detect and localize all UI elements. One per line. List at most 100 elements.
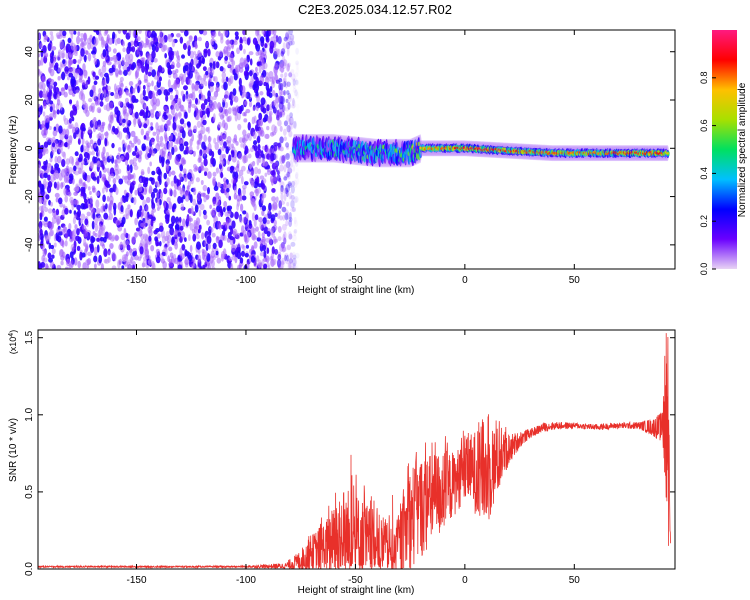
spectrogram-noise-cell <box>193 125 198 132</box>
spectrogram-noise-cell <box>218 105 222 113</box>
spectrogram-noise-cell <box>77 138 81 145</box>
spectrogram-noise-cell <box>218 111 223 118</box>
spectrogram-noise-cell <box>55 208 60 216</box>
spectrogram-noise-cell <box>144 242 148 251</box>
spectrogram-noise-cell <box>72 234 77 242</box>
spectrogram-noise-cell <box>101 121 106 127</box>
spectrogram-noise-cell <box>96 175 100 185</box>
spectrogram-noise-cell <box>154 32 157 39</box>
spectrogram-noise-cell <box>253 219 257 228</box>
spectrogram-noise-cell <box>175 78 180 86</box>
spectrogram-noise-cell <box>141 57 146 63</box>
spectrogram-noise-cell <box>148 42 152 50</box>
spectrogram-noise-cell <box>204 81 208 87</box>
spectrogram-noise-cell <box>290 265 294 269</box>
spectrogram-noise-cell <box>94 100 99 106</box>
spectrogram-noise-cell <box>126 164 130 172</box>
spectrogram-noise-cell <box>153 57 158 63</box>
spectrogram-noise-cell <box>180 196 184 204</box>
spectrogram-noise-cell <box>255 30 260 37</box>
spectrogram-noise-cell <box>198 93 202 100</box>
spectrogram-noise-cell <box>293 120 297 130</box>
spectrogram-noise-cell <box>288 72 293 78</box>
spectrogram-noise-cell <box>196 109 200 114</box>
spectrogram-noise-cell <box>287 167 293 174</box>
spectrogram-noise-cell <box>288 130 293 138</box>
spectrogram-noise-cell <box>194 44 198 49</box>
spectrogram-noise-cell <box>145 38 150 46</box>
spectrogram-noise-cell <box>285 152 290 159</box>
spectrogram-noise-cell <box>172 203 177 210</box>
spectrogram-noise-cell <box>159 240 162 247</box>
spectrogram-noise-cell <box>179 247 183 257</box>
spectrogram-noise-cell <box>263 249 267 259</box>
spectrogram-noise-cell <box>142 259 148 268</box>
spectrogram-noise-cell <box>76 35 81 45</box>
spectrogram-noise-cell <box>139 50 143 57</box>
spectrogram-noise-cell <box>165 230 170 238</box>
spectrogram-noise-cell <box>107 251 111 256</box>
spectrogram-noise-cell <box>123 227 127 237</box>
spectrogram-noise-cell <box>143 73 148 82</box>
spectrogram-noise-cell <box>97 215 103 222</box>
spectrogram-noise-cell <box>276 48 280 56</box>
spectrogram-noise-cell <box>157 168 162 176</box>
spectrogram-noise-cell <box>147 226 153 234</box>
spectrogram-noise-cell <box>166 120 171 126</box>
spectrogram-noise-cell <box>220 36 224 44</box>
spectrogram-noise-cell <box>247 121 251 131</box>
spectrogram-noise-cell <box>48 257 53 263</box>
spectrogram-noise-cell <box>120 155 125 161</box>
spectrogram-noise-cell <box>236 250 242 260</box>
spectrogram-noise-cell <box>41 184 45 193</box>
spectrogram-noise-cell <box>239 36 243 44</box>
spectrogram-noise-cell <box>211 39 214 46</box>
spectrogram-noise-cell <box>249 58 253 66</box>
spectrogram-noise-cell <box>231 243 236 253</box>
spectrogram-noise-cell <box>119 80 124 88</box>
spectrogram-noise-cell <box>285 211 291 220</box>
spectrogram-noise-cell <box>280 61 284 68</box>
spectrogram-noise-cell <box>253 145 258 152</box>
spectrogram-noise-cell <box>222 206 226 213</box>
spectrogram-noise-cell <box>70 76 76 85</box>
spectrogram-noise-cell <box>261 205 267 212</box>
spectrogram-noise-cell <box>186 184 191 190</box>
spectrogram-noise-cell <box>251 212 255 222</box>
spectrogram-noise-cell <box>114 92 119 100</box>
spectrogram-noise-cell <box>255 91 259 97</box>
spectrogram-noise-cell <box>244 145 249 155</box>
spectrogram-noise-cell <box>64 266 69 269</box>
spectrogram-noise-cell <box>89 244 95 254</box>
spectrogram-noise-cell <box>94 37 99 46</box>
spectrogram-noise-cell <box>79 218 84 224</box>
spectrogram-noise-cell <box>151 69 157 78</box>
spectrogram-noise-cell <box>126 145 130 151</box>
spectrogram-noise-cell <box>148 145 154 155</box>
spectrogram-noise-cell <box>110 92 115 97</box>
spectrogram-noise-cell <box>112 125 116 133</box>
spectrogram-noise-cell <box>126 244 131 251</box>
spectrogram-noise-cell <box>282 104 285 113</box>
spectrogram-noise-cell <box>279 90 285 96</box>
spectrogram-noise-cell <box>141 65 146 73</box>
spectrogram-noise-cell <box>228 154 232 162</box>
spectrogram-noise-cell <box>177 232 182 237</box>
spectrogram-noise-cell <box>289 116 294 126</box>
spectrogram-noise-cell <box>254 214 259 221</box>
spectrogram-noise-cell <box>276 113 281 121</box>
spectrogram-noise-cell <box>194 84 199 92</box>
spectrogram-noise-cell <box>106 61 112 66</box>
spectrogram-noise-cell <box>110 173 115 179</box>
spectrogram-noise-cell <box>138 150 143 156</box>
spectrogram-noise-cell <box>168 246 173 252</box>
spectrogram-noise-cell <box>182 43 187 51</box>
spectrogram-noise-cell <box>269 131 275 137</box>
spectrogram-noise-cell <box>212 242 217 250</box>
spectrogram-noise-cell <box>271 124 277 133</box>
spectrogram-noise-cell <box>64 66 69 74</box>
spectrogram-noise-cell <box>44 263 49 269</box>
spectrogram-noise-cell <box>212 178 216 187</box>
spectrogram-noise-cell <box>100 263 104 269</box>
spectrogram-noise-cell <box>156 112 161 118</box>
